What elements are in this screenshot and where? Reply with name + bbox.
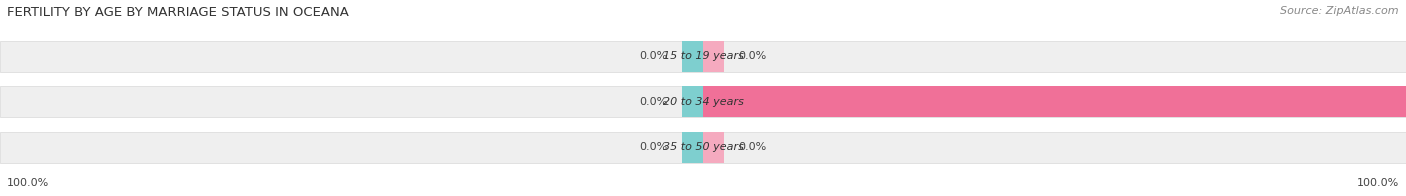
Text: Source: ZipAtlas.com: Source: ZipAtlas.com	[1281, 6, 1399, 16]
Text: 35 to 50 years: 35 to 50 years	[662, 142, 744, 152]
Text: 0.0%: 0.0%	[640, 97, 668, 107]
Text: 100.0%: 100.0%	[7, 178, 49, 188]
Text: 20 to 34 years: 20 to 34 years	[662, 97, 744, 107]
Bar	[682, 41, 703, 72]
Bar	[0, 41, 1406, 72]
Text: 0.0%: 0.0%	[640, 51, 668, 61]
Bar	[703, 86, 1406, 117]
Bar	[703, 132, 724, 163]
Text: FERTILITY BY AGE BY MARRIAGE STATUS IN OCEANA: FERTILITY BY AGE BY MARRIAGE STATUS IN O…	[7, 6, 349, 19]
Bar	[682, 86, 703, 117]
Text: 100.0%: 100.0%	[1357, 178, 1399, 188]
Bar	[703, 41, 724, 72]
Bar	[0, 86, 1406, 117]
Text: 15 to 19 years: 15 to 19 years	[662, 51, 744, 61]
Text: 0.0%: 0.0%	[738, 142, 766, 152]
Bar	[682, 132, 703, 163]
Text: 0.0%: 0.0%	[640, 142, 668, 152]
Text: 0.0%: 0.0%	[738, 51, 766, 61]
Bar	[0, 132, 1406, 163]
